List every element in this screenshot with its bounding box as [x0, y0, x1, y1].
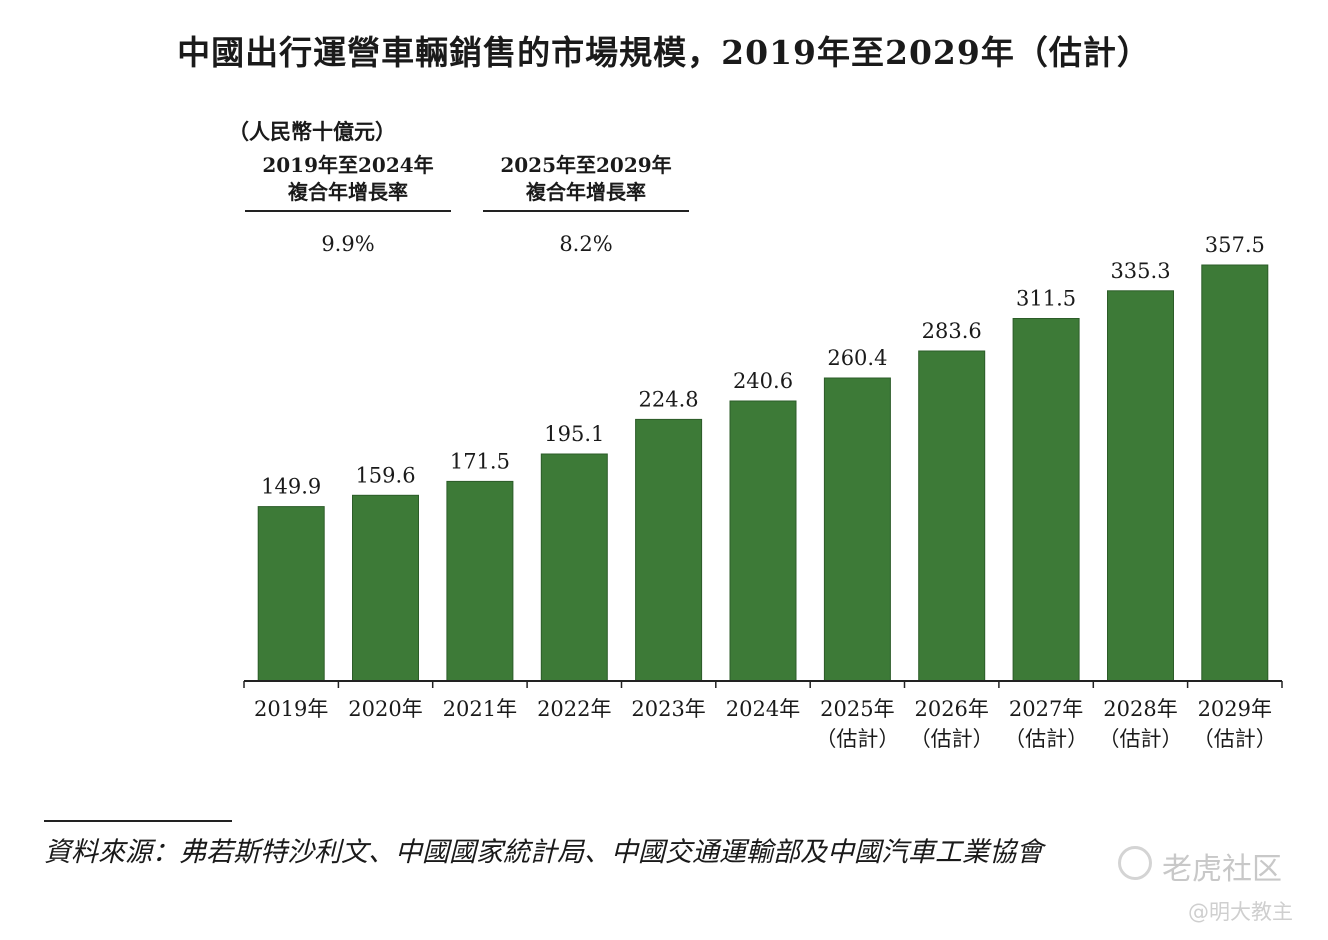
x-tick-label: 2028年 [1103, 697, 1177, 721]
watermark-text: 老虎社区 [1118, 844, 1282, 888]
bar-value-label: 335.3 [1110, 259, 1170, 283]
bar [1012, 318, 1080, 682]
x-tick-label: 2023年 [631, 697, 705, 721]
x-tick-label: 2019年 [254, 697, 328, 721]
bar-value-label: 195.1 [544, 422, 604, 446]
x-tick-label: 2020年 [348, 697, 422, 721]
x-tick-label: 2025年 [820, 697, 894, 721]
bar-value-label: 240.6 [733, 369, 793, 393]
bar-value-label: 260.4 [827, 346, 887, 370]
x-tick-label: 2027年 [1009, 697, 1083, 721]
x-tick-label: （估計） [910, 727, 994, 751]
bar [1107, 290, 1174, 682]
x-tick-label: （估計） [815, 727, 899, 751]
cagr-divider [483, 210, 689, 212]
cagr-block-2025-2029: 2025年至2029年 複合年增長率 8.2% [483, 152, 689, 256]
cagr-divider [245, 210, 451, 212]
watermark-handle: @明大教主 [1188, 900, 1293, 924]
cagr-value: 8.2% [559, 232, 613, 256]
bar [918, 350, 986, 682]
bar-value-label: 171.5 [450, 449, 510, 473]
bar [823, 377, 891, 682]
bar-value-label: 357.5 [1205, 233, 1265, 257]
bar-value-label: 224.8 [639, 387, 699, 411]
bar-chart: 149.9 2019年 159.6 2020年 171.5 2021年 195.1 2022年… [243, 233, 1283, 751]
chart-title: 中國出行運營車輛銷售的市場規模，2019年至2029年（估計） [177, 33, 1151, 72]
bar [446, 480, 514, 682]
bar [257, 506, 325, 682]
x-tick-label: 2024年 [726, 697, 800, 721]
bar-value-label: 159.6 [355, 463, 415, 487]
bar-value-label: 311.5 [1016, 287, 1076, 311]
source-divider [44, 820, 232, 822]
watermark-main-label: 老虎社区 [1162, 852, 1282, 887]
x-tick-label: 2022年 [537, 697, 611, 721]
x-tick-label: （估計） [1099, 727, 1183, 751]
source-note: 資料來源：弗若斯特沙利文、中國國家統計局、中國交通運輸部及中國汽車工業協會 [44, 837, 1043, 868]
cagr-block-2019-2024: 2019年至2024年 複合年增長率 9.9% [245, 152, 451, 256]
cagr-label: 複合年增長率 [288, 180, 408, 204]
unit-label: （人民幣十億元） [228, 119, 396, 144]
bar [352, 494, 419, 682]
x-tick-label: 2021年 [443, 697, 517, 721]
x-tick-label: （估計） [1193, 727, 1277, 751]
bar [1201, 264, 1269, 682]
bar-value-label: 283.6 [922, 319, 982, 343]
cagr-period: 2019年至2024年 [262, 153, 434, 177]
watermark-logo-icon [1118, 846, 1152, 880]
cagr-label: 複合年增長率 [526, 180, 646, 204]
bar [635, 418, 703, 682]
cagr-period: 2025年至2029年 [500, 153, 672, 177]
bar [729, 400, 797, 682]
x-tick-label: 2029年 [1198, 697, 1272, 721]
x-tick-label: 2026年 [914, 697, 988, 721]
x-tick-label: （估計） [1004, 727, 1088, 751]
cagr-value: 9.9% [321, 232, 375, 256]
bar [540, 453, 608, 682]
bar-value-label: 149.9 [261, 475, 321, 499]
